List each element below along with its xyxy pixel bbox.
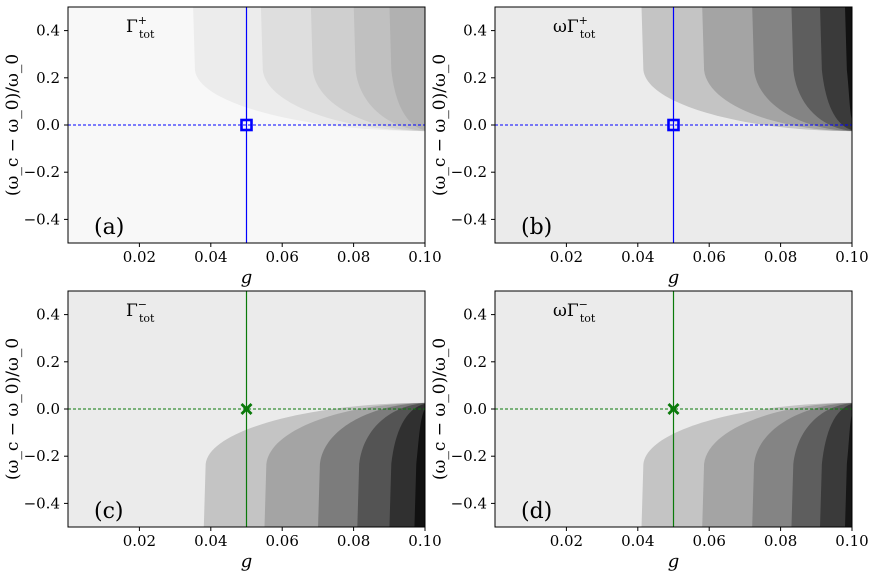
inset-label: ωΓ− tot	[553, 298, 596, 325]
y-tick-label: −0.4	[24, 210, 60, 228]
y-tick-label: −0.2	[24, 163, 60, 181]
contour-level-5	[820, 404, 852, 527]
panel-label: (b)	[521, 215, 552, 240]
contour-level-6	[845, 7, 852, 121]
y-tick-label: −0.4	[451, 210, 487, 228]
y-axis-label: (ω_c − ω_0)/ω_0	[3, 338, 23, 480]
x-tick-label: 0.02	[550, 532, 583, 550]
contour-level-5	[389, 7, 425, 131]
x-tick-label: 0.06	[265, 248, 298, 266]
x-axis-label: g	[668, 551, 680, 572]
y-axis-label: (ω_c − ω_0)/ω_0	[3, 54, 23, 196]
panel-label: (d)	[521, 499, 552, 524]
x-tick-label: 0.08	[764, 248, 797, 266]
y-tick-label: −0.4	[24, 494, 60, 512]
y-axis-label: (ω_c − ω_0)/ω_0	[430, 54, 450, 196]
contour-bands	[641, 402, 852, 527]
y-tick-label: 0.2	[463, 353, 487, 371]
x-tick-label: 0.06	[692, 248, 725, 266]
y-tick-label: −0.2	[24, 447, 60, 465]
x-axis-label: g	[668, 267, 680, 288]
x-tick-label: 0.04	[621, 248, 654, 266]
x-tick-label: 0.10	[408, 532, 441, 550]
x-axis-label: g	[241, 267, 253, 288]
x-tick-label: 0.04	[194, 532, 227, 550]
panel-b: 0.02 0.04 0.06 0.08 0.10 −0.4 −0.2 0.0 0.2 0.4 g (ω…	[430, 6, 869, 288]
contour-level-5	[820, 7, 852, 130]
x-marker	[240, 403, 253, 415]
y-tick-label: 0.4	[463, 22, 487, 40]
y-tick-label: 0.4	[36, 306, 60, 324]
y-axis-label: (ω_c − ω_0)/ω_0	[430, 338, 450, 480]
x-tick-label: 0.08	[337, 248, 370, 266]
x-tick-label: 0.02	[123, 248, 156, 266]
y-tick-label: 0.0	[36, 116, 60, 134]
y-tick-label: 0.0	[463, 400, 487, 418]
panel-label: (c)	[94, 499, 124, 524]
x-tick-label: 0.06	[692, 532, 725, 550]
y-tick-label: 0.2	[36, 353, 60, 371]
x-tick-label: 0.06	[265, 532, 298, 550]
inset-label: ωΓ+ tot	[553, 14, 596, 41]
contour-bands	[641, 7, 852, 132]
y-tick-label: 0.4	[36, 22, 60, 40]
panel-d: 0.02 0.04 0.06 0.08 0.10 −0.4 −0.2 0.0 0.2 0.4 g (ω…	[430, 290, 869, 572]
contour-bands	[193, 7, 425, 132]
x-axis-label: g	[241, 551, 253, 572]
y-tick-label: −0.4	[451, 494, 487, 512]
contour-bands	[203, 402, 425, 527]
square-marker	[240, 118, 253, 132]
contour-level-6	[414, 408, 425, 527]
y-tick-label: 0.4	[463, 306, 487, 324]
x-tick-label: 0.02	[123, 532, 156, 550]
square-marker	[667, 118, 680, 132]
y-tick-label: 0.0	[36, 400, 60, 418]
x-tick-label: 0.04	[621, 532, 654, 550]
panel-label: (a)	[94, 215, 124, 240]
inset-label: Γ− tot	[126, 298, 155, 325]
y-tick-label: 0.0	[463, 116, 487, 134]
contour-level-6	[845, 413, 852, 527]
y-tick-label: 0.2	[36, 69, 60, 87]
x-marker	[667, 403, 680, 415]
x-tick-label: 0.10	[835, 532, 868, 550]
x-tick-label: 0.08	[337, 532, 370, 550]
y-tick-label: −0.2	[451, 447, 487, 465]
panel-a: 0.02 0.04 0.06 0.08 0.10 −0.4 −0.2 0.0 0.2 0.4 g (ω…	[3, 6, 442, 288]
x-tick-label: 0.04	[194, 248, 227, 266]
inset-label: Γ+ tot	[126, 14, 155, 41]
x-tick-label: 0.02	[550, 248, 583, 266]
y-tick-label: −0.2	[451, 163, 487, 181]
y-tick-label: 0.2	[463, 69, 487, 87]
x-tick-label: 0.10	[835, 248, 868, 266]
x-tick-label: 0.08	[764, 532, 797, 550]
panel-c: 0.02 0.04 0.06 0.08 0.10 −0.4 −0.2 0.0 0.2 0.4 g (ω…	[3, 290, 442, 572]
x-tick-label: 0.10	[408, 248, 441, 266]
